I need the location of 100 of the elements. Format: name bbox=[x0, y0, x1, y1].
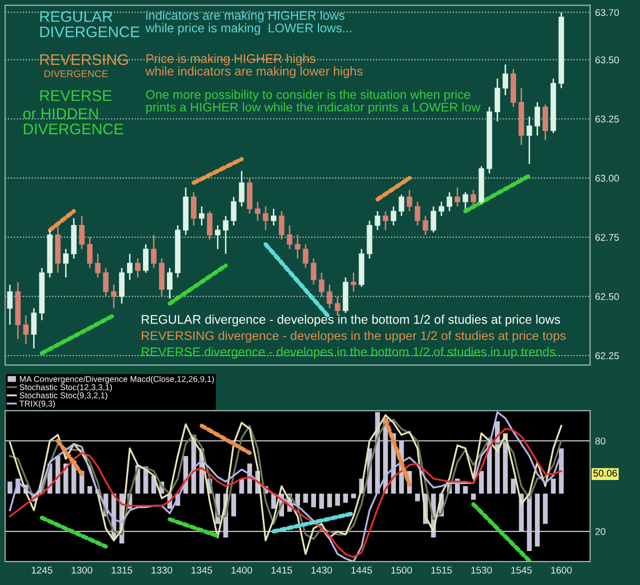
y-tick-label: 80 bbox=[595, 438, 606, 444]
candlestick bbox=[374, 210, 380, 231]
annotation: REVERSE bbox=[40, 90, 112, 102]
candlestick bbox=[326, 284, 332, 309]
bar bbox=[271, 494, 276, 509]
annotation: or HIDDEN DIVERGENCE bbox=[23, 108, 124, 134]
candlestick bbox=[470, 189, 476, 208]
candlestick bbox=[526, 116, 532, 165]
candlestick bbox=[262, 206, 268, 231]
y-tick-label: 63.25 bbox=[595, 116, 619, 122]
x-tick-label: 1300 bbox=[72, 566, 92, 574]
candlestick bbox=[382, 210, 388, 231]
y-tick-label: 63.50 bbox=[595, 56, 619, 64]
annotation: indicators are making HIGHER lows while price is making LOWER lows... bbox=[145, 10, 352, 35]
legend-label: Stochastic Stoc(9,3,2,1) bbox=[20, 392, 108, 400]
bar bbox=[510, 478, 516, 494]
bar bbox=[415, 494, 420, 502]
x-tick-label: 1245 bbox=[32, 566, 52, 574]
bar bbox=[311, 494, 316, 508]
candlestick bbox=[270, 208, 276, 226]
bar bbox=[327, 494, 332, 508]
bar bbox=[87, 486, 92, 494]
x-tick-label: 1445 bbox=[351, 566, 372, 574]
annotation: REGULAR divergence - developes in the bottom 1/2 of studies at price lows bbox=[142, 314, 560, 326]
y-tick-label: 62.25 bbox=[595, 352, 619, 360]
candlestick bbox=[135, 258, 141, 278]
candlestick bbox=[103, 267, 109, 298]
candlestick bbox=[222, 215, 228, 254]
candlestick bbox=[302, 244, 308, 269]
bar bbox=[542, 494, 548, 524]
candlestick bbox=[406, 189, 412, 212]
annotation: Price is making HIGHER highs while indicators are making lower highs bbox=[145, 54, 363, 78]
annotation: REVERSING divergence - developes in the upper 1/2 of studies at price tops bbox=[142, 330, 566, 343]
candlestick bbox=[294, 234, 300, 260]
candlestick bbox=[119, 267, 125, 304]
x-tick-label: 1415 bbox=[272, 566, 292, 574]
candlestick bbox=[23, 314, 29, 344]
candlestick bbox=[31, 308, 37, 350]
candlestick bbox=[7, 284, 13, 326]
candlestick bbox=[166, 267, 172, 300]
candlestick bbox=[206, 210, 212, 240]
annotation: REVERSING bbox=[40, 54, 128, 66]
candlestick bbox=[95, 253, 101, 278]
candlestick bbox=[334, 296, 340, 316]
legend-label: Stochastic Stoc(12,3,3,1) bbox=[20, 384, 112, 392]
bar bbox=[479, 471, 484, 494]
candlestick bbox=[127, 253, 133, 281]
candlestick bbox=[111, 284, 117, 309]
bar bbox=[463, 486, 468, 494]
candlestick bbox=[534, 102, 540, 136]
text: 50.06 bbox=[593, 470, 617, 477]
x-tick-label: 1345 bbox=[192, 566, 212, 574]
x-tick-label: 1515 bbox=[431, 566, 452, 574]
legend-label: MA Convergence/Divergence Macd(Close,12,26,9,1) bbox=[20, 376, 214, 384]
candlestick bbox=[278, 210, 284, 240]
candlestick bbox=[310, 258, 316, 286]
candlestick bbox=[454, 186, 460, 208]
candlestick bbox=[143, 244, 149, 274]
bar bbox=[550, 478, 556, 494]
x-tick-label: 1430 bbox=[312, 566, 332, 574]
candlestick bbox=[494, 78, 500, 122]
x-tick-label: 1530 bbox=[471, 566, 492, 574]
bar bbox=[343, 494, 348, 503]
candlestick bbox=[286, 224, 292, 250]
annotation: One more possibility to consider is the situation when price prints a HIGHER low while the indicator prints a LOWER low bbox=[146, 90, 480, 114]
candlestick bbox=[318, 272, 324, 298]
legend-label: TRIX(9,3) bbox=[19, 400, 55, 408]
x-tick-label: 1545 bbox=[511, 566, 532, 574]
x-tick-label: 1600 bbox=[551, 566, 572, 574]
x-tick-label: 1500 bbox=[391, 566, 412, 574]
candlestick bbox=[214, 224, 220, 250]
bar bbox=[534, 494, 540, 547]
candlestick bbox=[422, 215, 428, 236]
y-tick-label: 63.00 bbox=[595, 174, 619, 182]
candlestick bbox=[502, 64, 508, 96]
candlestick bbox=[398, 194, 404, 217]
y-tick-label: 62.75 bbox=[595, 234, 619, 241]
candlestick bbox=[254, 201, 260, 222]
candlestick bbox=[79, 215, 85, 250]
candlestick bbox=[151, 234, 157, 269]
candlestick bbox=[238, 170, 244, 208]
bar bbox=[471, 494, 476, 500]
x-tick-label: 1330 bbox=[152, 566, 172, 574]
bar bbox=[335, 494, 340, 506]
bar bbox=[63, 463, 68, 494]
y-tick-label: 20 bbox=[595, 528, 606, 536]
candlestick bbox=[198, 206, 204, 226]
candlestick bbox=[390, 206, 396, 226]
candlestick bbox=[230, 196, 236, 226]
bar bbox=[231, 494, 236, 516]
bar bbox=[8, 482, 12, 494]
annotation: REGULAR DIVERGENCE bbox=[40, 11, 140, 38]
candlestick bbox=[414, 201, 420, 226]
candlestick bbox=[438, 201, 444, 217]
candlestick bbox=[190, 192, 196, 226]
candlestick bbox=[462, 192, 468, 210]
candlestick bbox=[446, 192, 452, 212]
bar bbox=[351, 494, 356, 498]
y-tick-label: 63.70 bbox=[595, 9, 619, 16]
x-tick-label: 1315 bbox=[112, 566, 132, 574]
